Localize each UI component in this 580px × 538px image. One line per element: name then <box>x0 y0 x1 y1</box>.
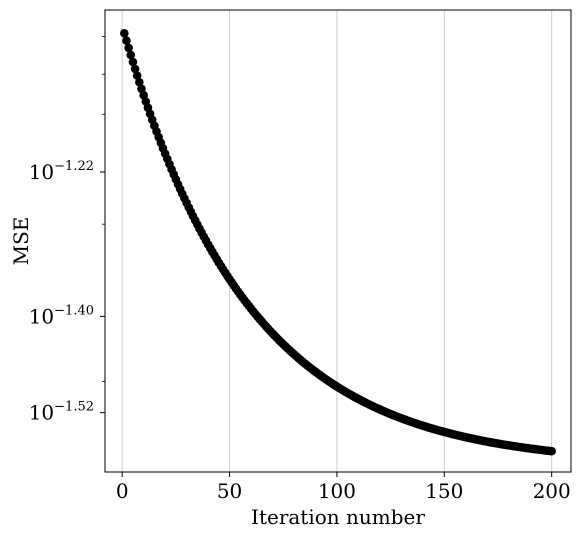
x-axis-ticks: 0 50 100 150 200 <box>116 472 571 503</box>
data-point <box>130 64 140 74</box>
grid-lines <box>121 10 553 472</box>
plot-frame <box>104 9 572 473</box>
x-tick-label: 50 <box>217 479 242 503</box>
data-point <box>128 57 138 67</box>
y-axis-ticks: 10−1.22 10−1.40 10−1.52 <box>29 36 105 425</box>
data-point <box>126 50 136 60</box>
y-tick-label: 10−1.40 <box>29 303 94 328</box>
data-point <box>547 446 556 456</box>
data-point <box>124 43 133 53</box>
x-axis-title: Iteration number <box>251 505 425 529</box>
x-tick-label: 100 <box>318 479 356 503</box>
y-tick-label: 10−1.22 <box>29 159 94 184</box>
x-tick-label: 200 <box>533 479 571 503</box>
data-point <box>135 77 144 87</box>
data-point <box>120 28 129 38</box>
y-tick-label: 10−1.52 <box>29 400 94 425</box>
data-point <box>122 36 131 45</box>
y-axis-title: MSE <box>9 217 33 266</box>
data-point <box>132 71 142 80</box>
data-points <box>120 28 556 456</box>
x-tick-label: 0 <box>116 479 129 503</box>
x-tick-label: 150 <box>425 479 463 503</box>
